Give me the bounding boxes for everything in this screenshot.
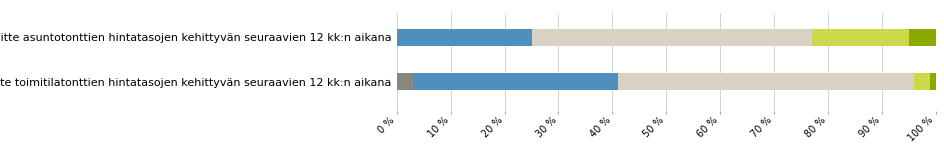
Bar bbox=[907, 29, 935, 46]
Bar bbox=[929, 74, 935, 90]
Bar bbox=[913, 74, 929, 90]
Bar bbox=[531, 29, 811, 46]
Bar bbox=[617, 74, 913, 90]
Bar bbox=[413, 74, 617, 90]
Bar bbox=[396, 74, 413, 90]
Bar bbox=[811, 29, 907, 46]
Bar bbox=[396, 29, 531, 46]
